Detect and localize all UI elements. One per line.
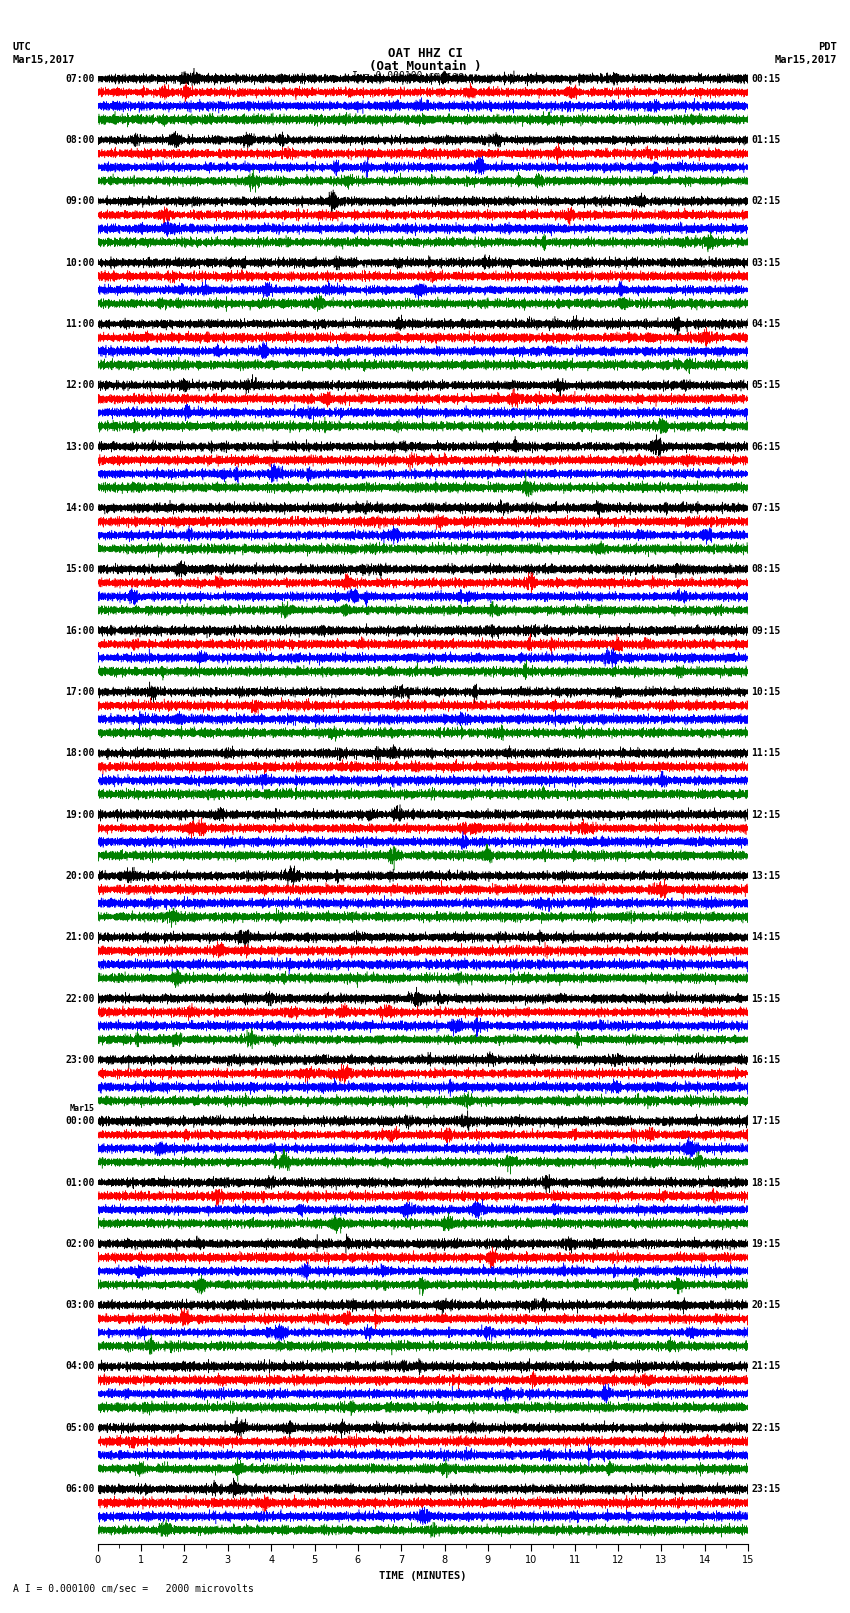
Text: 17:15: 17:15 (751, 1116, 780, 1126)
Text: 07:15: 07:15 (751, 503, 780, 513)
Text: OAT HHZ CI: OAT HHZ CI (388, 47, 462, 60)
Text: PDT: PDT (819, 42, 837, 52)
Text: 22:15: 22:15 (751, 1423, 780, 1432)
Text: 22:00: 22:00 (65, 994, 94, 1003)
Text: 06:15: 06:15 (751, 442, 780, 452)
Text: 08:15: 08:15 (751, 565, 780, 574)
Text: 09:00: 09:00 (65, 197, 94, 206)
Text: 00:15: 00:15 (751, 74, 780, 84)
Text: Mar15,2017: Mar15,2017 (774, 55, 837, 65)
Text: 21:00: 21:00 (65, 932, 94, 942)
Text: 05:15: 05:15 (751, 381, 780, 390)
X-axis label: TIME (MINUTES): TIME (MINUTES) (379, 1571, 467, 1581)
Text: 16:15: 16:15 (751, 1055, 780, 1065)
Text: 20:15: 20:15 (751, 1300, 780, 1310)
Text: 20:00: 20:00 (65, 871, 94, 881)
Text: 12:15: 12:15 (751, 810, 780, 819)
Text: 08:00: 08:00 (65, 135, 94, 145)
Text: 21:15: 21:15 (751, 1361, 780, 1371)
Text: 15:00: 15:00 (65, 565, 94, 574)
Text: 03:00: 03:00 (65, 1300, 94, 1310)
Text: 17:00: 17:00 (65, 687, 94, 697)
Text: 00:00: 00:00 (65, 1116, 94, 1126)
Text: 19:15: 19:15 (751, 1239, 780, 1248)
Text: 09:15: 09:15 (751, 626, 780, 636)
Text: 13:15: 13:15 (751, 871, 780, 881)
Text: I = 0.000100 cm/sec: I = 0.000100 cm/sec (352, 71, 464, 81)
Text: 13:00: 13:00 (65, 442, 94, 452)
Text: 01:15: 01:15 (751, 135, 780, 145)
Text: 10:15: 10:15 (751, 687, 780, 697)
Text: 02:00: 02:00 (65, 1239, 94, 1248)
Text: Mar15: Mar15 (70, 1105, 94, 1113)
Text: 10:00: 10:00 (65, 258, 94, 268)
Text: 14:15: 14:15 (751, 932, 780, 942)
Text: UTC: UTC (13, 42, 31, 52)
Text: A I = 0.000100 cm/sec =   2000 microvolts: A I = 0.000100 cm/sec = 2000 microvolts (13, 1584, 253, 1594)
Text: 19:00: 19:00 (65, 810, 94, 819)
Text: 23:00: 23:00 (65, 1055, 94, 1065)
Text: 16:00: 16:00 (65, 626, 94, 636)
Text: 07:00: 07:00 (65, 74, 94, 84)
Text: 04:15: 04:15 (751, 319, 780, 329)
Text: 03:15: 03:15 (751, 258, 780, 268)
Text: 15:15: 15:15 (751, 994, 780, 1003)
Text: (Oat Mountain ): (Oat Mountain ) (369, 60, 481, 73)
Text: 18:15: 18:15 (751, 1177, 780, 1187)
Text: Mar15,2017: Mar15,2017 (13, 55, 76, 65)
Text: 18:00: 18:00 (65, 748, 94, 758)
Text: 01:00: 01:00 (65, 1177, 94, 1187)
Text: 14:00: 14:00 (65, 503, 94, 513)
Text: 11:00: 11:00 (65, 319, 94, 329)
Text: 23:15: 23:15 (751, 1484, 780, 1494)
Text: 04:00: 04:00 (65, 1361, 94, 1371)
Text: 02:15: 02:15 (751, 197, 780, 206)
Text: 06:00: 06:00 (65, 1484, 94, 1494)
Text: 12:00: 12:00 (65, 381, 94, 390)
Text: 11:15: 11:15 (751, 748, 780, 758)
Text: 05:00: 05:00 (65, 1423, 94, 1432)
